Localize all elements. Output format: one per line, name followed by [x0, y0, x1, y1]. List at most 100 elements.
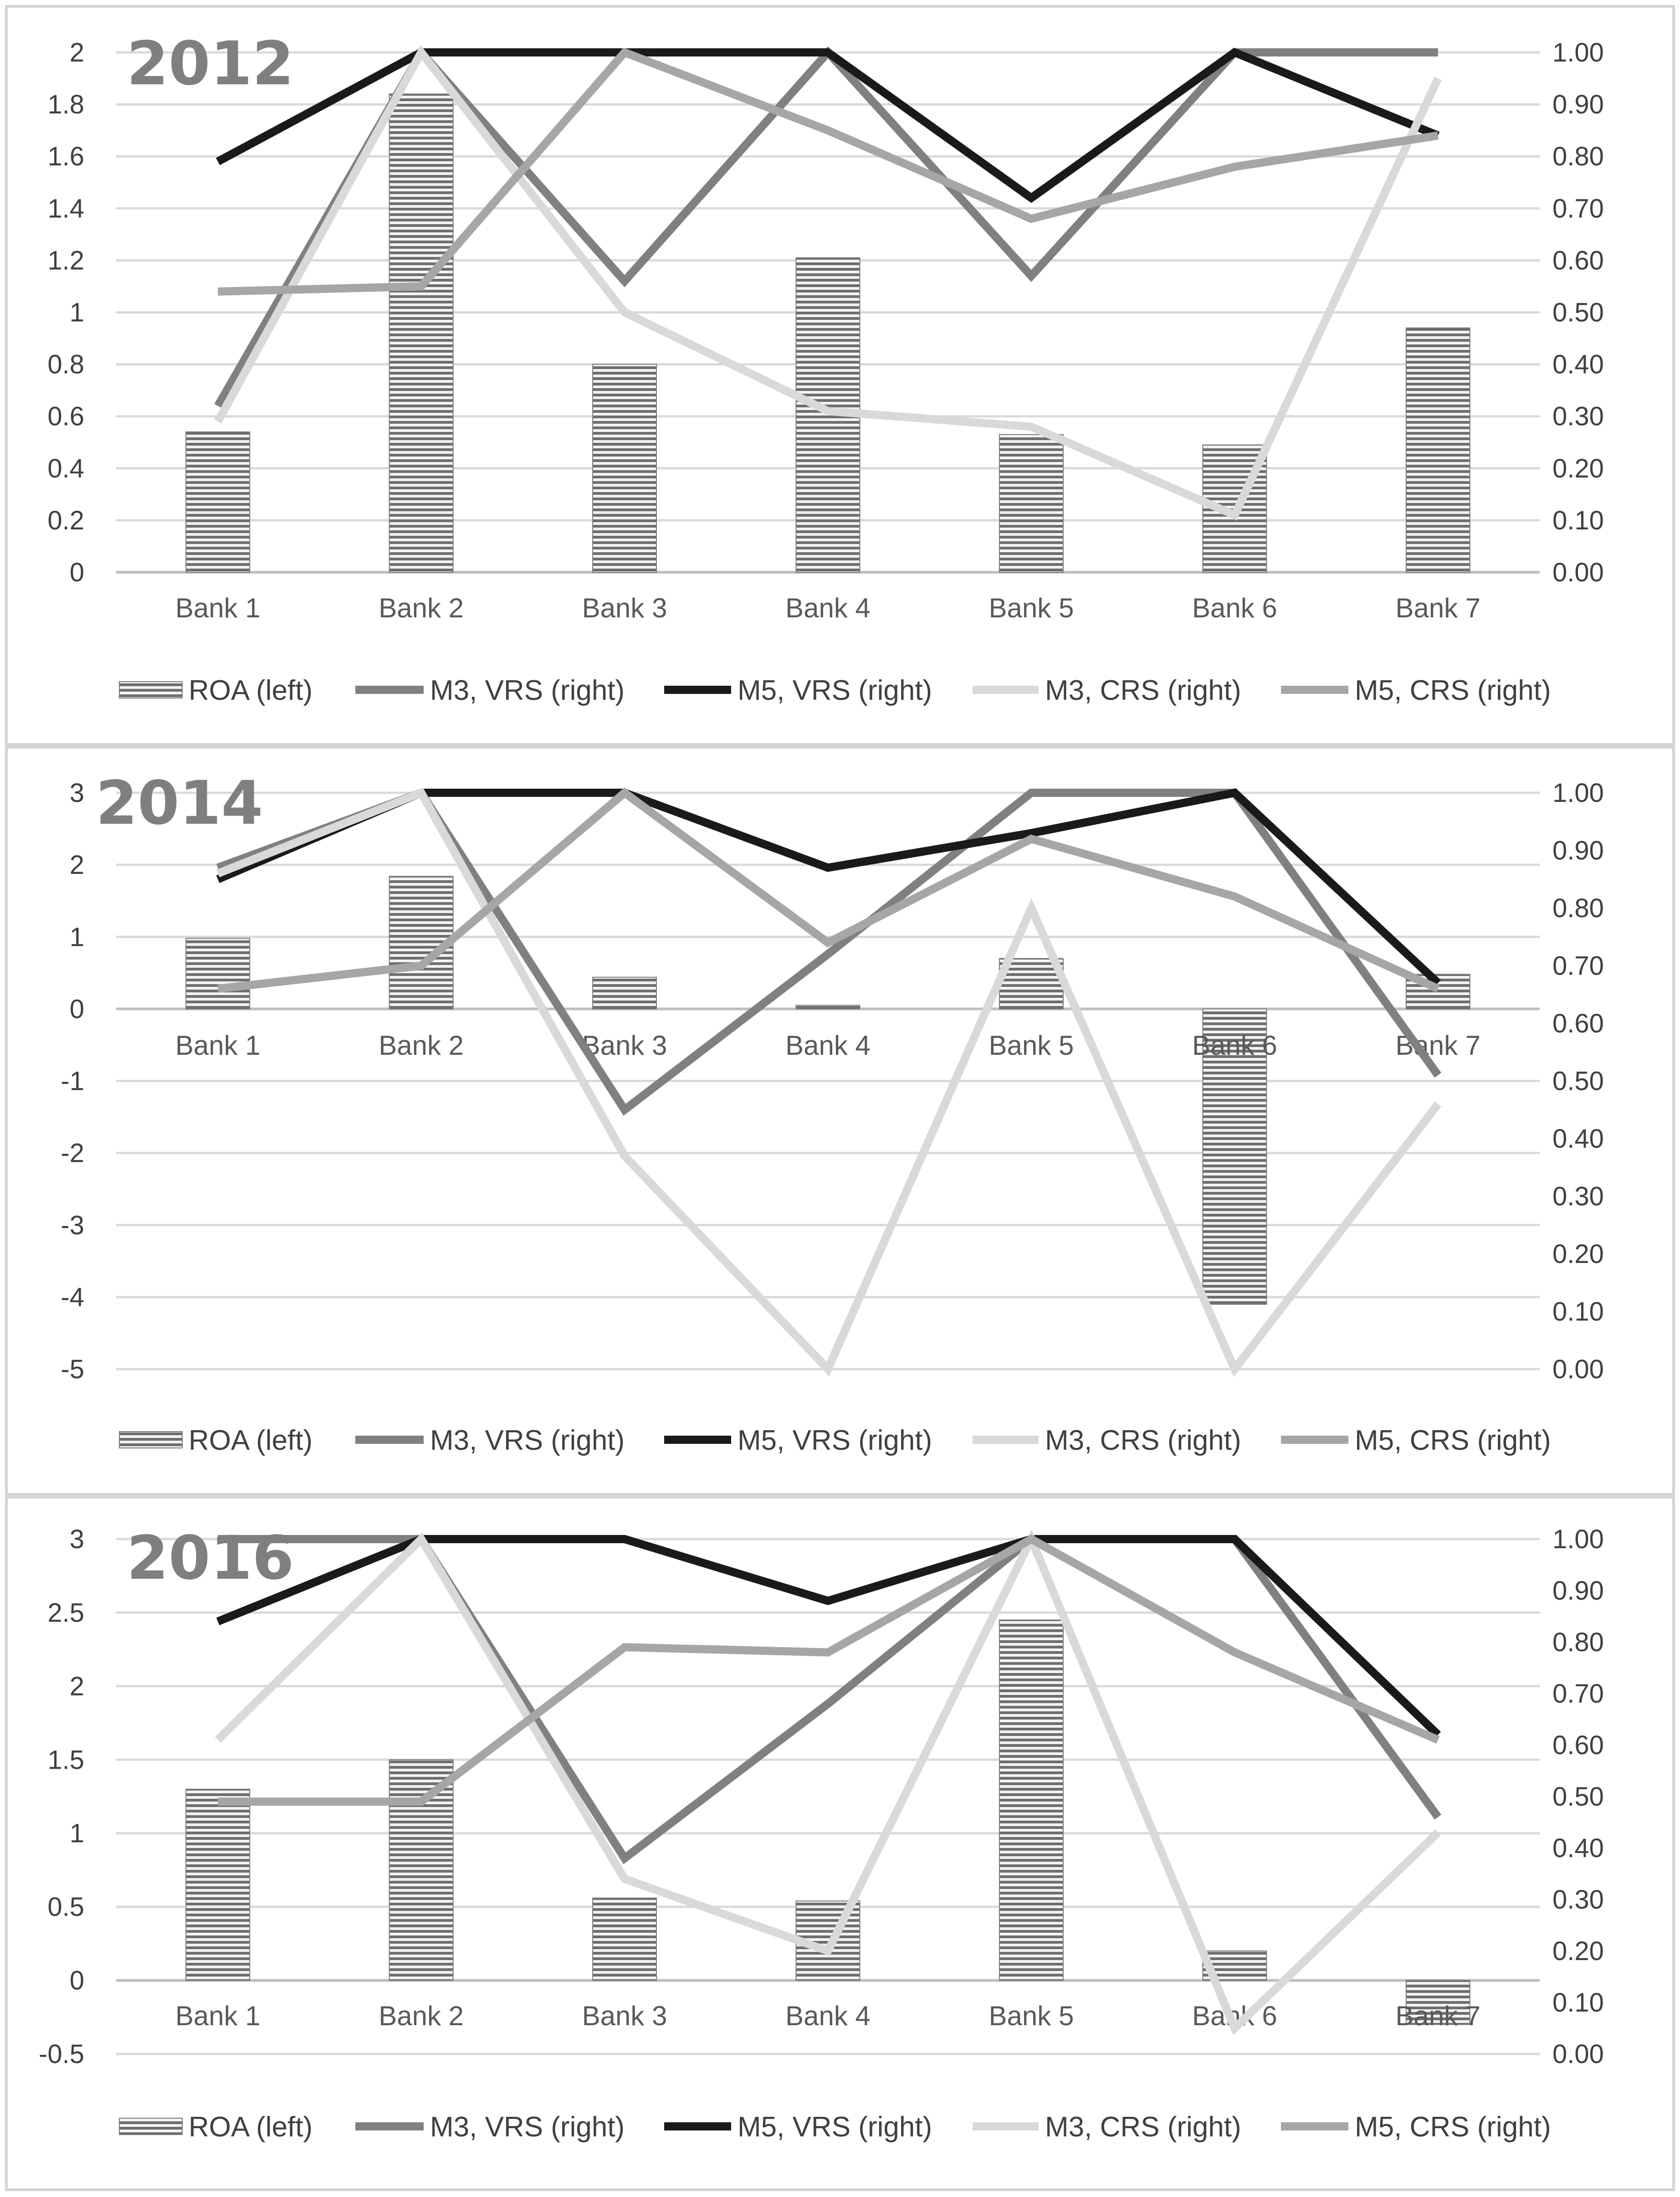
right-axis-tick-label: 0.00 [1552, 558, 1604, 587]
legend-label: M3, CRS (right) [1045, 2111, 1241, 2143]
right-axis-tick-label: 1.00 [1552, 1525, 1604, 1554]
legend-label: ROA (left) [189, 1425, 312, 1456]
right-axis-tick-label: 0.90 [1552, 1576, 1604, 1606]
left-axis-tick-label: 1.5 [47, 1745, 84, 1775]
right-axis-tick-label: 0.70 [1552, 951, 1604, 981]
category-label: Bank 5 [989, 1030, 1074, 1061]
left-axis-tick-label: -4 [61, 1283, 84, 1312]
legend-item: M3, CRS (right) [973, 2111, 1241, 2143]
left-axis-tick-label: 0.6 [47, 402, 84, 431]
left-axis-tick-label: 0.4 [47, 454, 84, 483]
category-label: Bank 4 [785, 2001, 871, 2031]
left-axis-tick-label: 1.4 [47, 194, 84, 223]
legend-item: M3, VRS (right) [355, 1425, 625, 1456]
category-label: Bank 6 [1192, 1030, 1277, 1061]
roa-bar [592, 364, 657, 573]
legend-label: M3, VRS (right) [430, 2111, 625, 2143]
right-axis-tick-label: 0.60 [1552, 1730, 1604, 1760]
category-label: Bank 2 [379, 2001, 464, 2031]
roa-bar [389, 93, 454, 573]
roa-bar [389, 1759, 454, 1981]
left-axis-tick-label: 2 [70, 850, 84, 880]
legend-label: M3, CRS (right) [1045, 675, 1241, 706]
right-axis-tick-label: 0.70 [1552, 194, 1604, 223]
legend-item: M3, CRS (right) [973, 1425, 1241, 1456]
right-axis-tick-label: 0.20 [1552, 454, 1604, 483]
right-axis-tick-label: 0.10 [1552, 1988, 1604, 2017]
series-line-4 [217, 787, 1440, 993]
left-axis-tick-label: 3 [70, 1525, 84, 1554]
right-axis-tick-label: 1.00 [1552, 778, 1604, 808]
category-label: Bank 4 [785, 593, 871, 623]
roa-bar [795, 1005, 860, 1010]
left-axis-tick-label: 2.5 [47, 1598, 84, 1627]
right-axis-tick-label: 0.00 [1552, 2039, 1604, 2069]
legend-label: M5, CRS (right) [1355, 2111, 1551, 2143]
right-axis-tick-label: 1.00 [1552, 38, 1604, 67]
right-axis-tick-label: 0.10 [1552, 506, 1604, 535]
left-axis-tick-label: 0 [70, 994, 84, 1024]
right-axis-tick-label: 0.30 [1552, 1182, 1604, 1211]
right-axis-tick-label: 0.20 [1552, 1239, 1604, 1269]
roa-bar [592, 1897, 657, 1981]
right-axis-tick-label: 0.40 [1552, 350, 1604, 380]
left-axis-tick-label: -1 [61, 1067, 84, 1096]
left-axis-tick-label: 2 [70, 1672, 84, 1701]
legend-label: M5, CRS (right) [1355, 675, 1551, 706]
panel-year-title: 2014 [96, 768, 263, 838]
legend-label: ROA (left) [189, 2111, 312, 2143]
left-axis-tick-label: -2 [61, 1139, 84, 1168]
legend-item: M5, VRS (right) [664, 2111, 932, 2143]
left-axis-tick-label: 0.5 [47, 1892, 84, 1922]
right-axis-tick-label: 0.60 [1552, 246, 1604, 275]
category-label: Bank 2 [379, 593, 464, 623]
legend-swatch-bar [119, 681, 183, 698]
left-axis-tick-label: 1 [70, 298, 84, 328]
right-axis-tick-label: 0.30 [1552, 402, 1604, 431]
legend-label: M5, VRS (right) [738, 1425, 932, 1456]
roa-bar [185, 1788, 251, 1981]
legend-item: M5, VRS (right) [664, 675, 932, 706]
category-label: Bank 2 [379, 1030, 464, 1061]
right-axis-tick-label: 0.50 [1552, 1782, 1604, 1812]
left-axis-tick-label: 2 [70, 38, 84, 67]
right-axis-tick-label: 0.70 [1552, 1679, 1604, 1709]
legend-item: M3, VRS (right) [355, 2111, 625, 2143]
series-line-4 [218, 1534, 1440, 1806]
category-label: Bank 5 [989, 2001, 1074, 2031]
left-axis-tick-label: 0.8 [47, 350, 84, 380]
left-axis-tick-label: 1 [70, 1819, 84, 1848]
legend-label: M3, CRS (right) [1045, 1425, 1241, 1456]
legend-item: ROA (left) [119, 1425, 312, 1456]
legend-label: ROA (left) [189, 675, 312, 706]
right-axis-tick-label: 0.20 [1552, 1936, 1604, 1966]
roa-bar [1405, 327, 1470, 573]
left-axis-tick-label: 3 [70, 778, 84, 808]
legend-item: M5, CRS (right) [1281, 1425, 1551, 1456]
series-line-3 [216, 787, 1441, 1377]
legend-label: M5, VRS (right) [738, 2111, 932, 2143]
legend-item: ROA (left) [119, 675, 312, 706]
left-axis-tick-label: -5 [61, 1355, 84, 1384]
roa-bar [1202, 1008, 1267, 1305]
right-axis-tick-label: 0.60 [1552, 1009, 1604, 1038]
legend-swatch-bar [119, 1431, 183, 1448]
series-line-4 [217, 47, 1439, 296]
right-axis-tick-label: 0.10 [1552, 1297, 1604, 1327]
legend-item: M3, VRS (right) [355, 675, 625, 706]
category-label: Bank 1 [175, 2001, 261, 2031]
left-axis-tick-label: -3 [61, 1211, 84, 1240]
right-axis-tick-label: 0.30 [1552, 1885, 1604, 1915]
legend-item: ROA (left) [119, 2111, 312, 2143]
right-axis-tick-label: 0.90 [1552, 90, 1604, 119]
legend-item: M5, CRS (right) [1281, 675, 1551, 706]
category-label: Bank 1 [175, 593, 261, 623]
panel-year-title: 2016 [127, 1523, 294, 1593]
roa-bar [999, 1619, 1064, 1981]
roa-bar [1405, 1980, 1470, 2025]
series-line-3 [214, 45, 1442, 521]
panel-year-title: 2012 [127, 29, 294, 99]
category-label: Bank 5 [989, 593, 1074, 623]
right-axis-tick-label: 0.50 [1552, 298, 1604, 328]
